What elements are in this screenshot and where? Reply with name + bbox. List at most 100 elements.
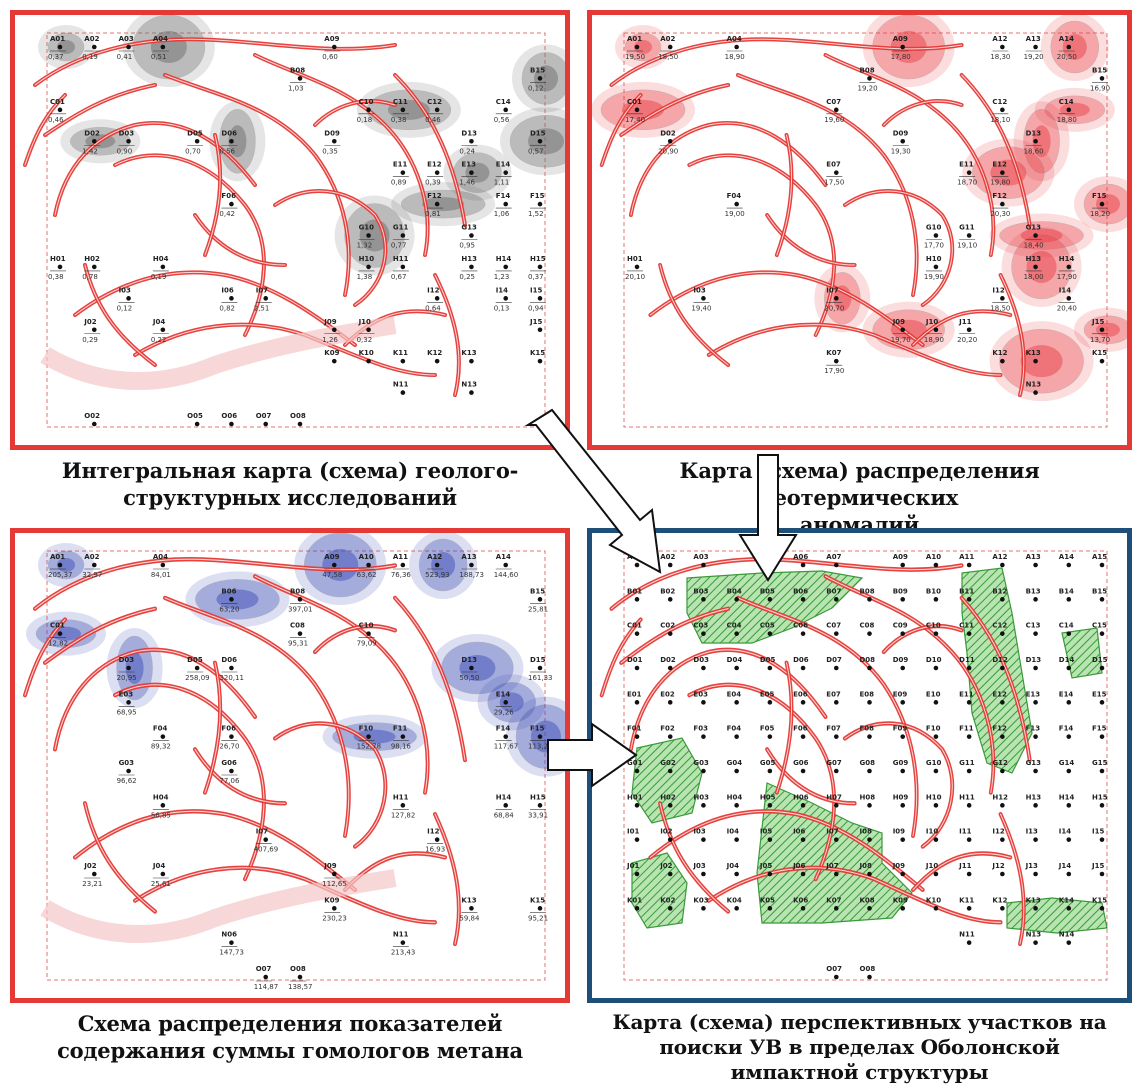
point-label: A01 bbox=[627, 35, 642, 43]
point-label: E15 bbox=[1092, 690, 1107, 698]
point-value: 0,77 bbox=[391, 242, 407, 250]
point-value: 32,97 bbox=[82, 571, 102, 579]
point-label: I01 bbox=[627, 828, 639, 836]
point-value: 2,51 bbox=[254, 304, 270, 312]
sample-point: J02 0,29 bbox=[82, 318, 101, 344]
point-label: E05 bbox=[760, 690, 775, 698]
point-value: 25,61 bbox=[151, 880, 171, 888]
sample-point: A01 0,37 bbox=[48, 35, 66, 61]
sample-point: H04 0,19 bbox=[151, 255, 169, 281]
point-label: D03 bbox=[119, 129, 135, 137]
point-label: F06 bbox=[221, 725, 236, 733]
sample-point: E03 bbox=[693, 690, 708, 705]
sample-point: C09 bbox=[893, 622, 908, 636]
point-label: B06 bbox=[793, 587, 808, 595]
sample-point: K10 bbox=[926, 896, 941, 911]
sample-point: K02 bbox=[660, 896, 676, 911]
point-label: H11 bbox=[393, 793, 409, 801]
sample-point: I14 bbox=[1059, 828, 1071, 842]
sample-point: D04 bbox=[727, 656, 742, 671]
point-label: J09 bbox=[323, 318, 336, 326]
sample-point: F09 bbox=[893, 725, 907, 739]
sample-point: B13 bbox=[1026, 587, 1041, 602]
sample-point: B03 bbox=[693, 587, 709, 602]
point-value: 0,51 bbox=[151, 53, 167, 61]
prospective-area bbox=[756, 782, 913, 924]
point-value: 0,13 bbox=[494, 304, 510, 312]
point-label: D02 bbox=[660, 656, 676, 664]
fault-line bbox=[193, 747, 287, 806]
point-label: A14 bbox=[1059, 553, 1074, 561]
sample-point: K12 bbox=[992, 349, 1008, 364]
sample-point: D13 18,60 bbox=[1024, 129, 1044, 155]
anomaly-contour bbox=[409, 533, 478, 599]
point-label: G03 bbox=[693, 759, 709, 767]
sample-point: B05 bbox=[760, 587, 775, 602]
sample-point: K13 bbox=[461, 349, 477, 364]
point-label: H12 bbox=[992, 793, 1008, 801]
sample-point: F04 19,00 bbox=[725, 192, 745, 218]
point-label: G10 bbox=[926, 224, 942, 232]
point-label: B02 bbox=[660, 587, 675, 595]
sample-point: K09 bbox=[324, 349, 340, 364]
point-value: 144,60 bbox=[494, 571, 519, 579]
sample-point: C01 12,82 bbox=[48, 622, 68, 648]
point-label: C01 bbox=[627, 622, 642, 630]
sample-point: C03 bbox=[693, 622, 708, 636]
caption-line: Схема распределения показателей bbox=[77, 1011, 503, 1036]
point-label: E04 bbox=[727, 690, 742, 698]
sample-point: G11 bbox=[959, 759, 975, 774]
point-label: A15 bbox=[1092, 553, 1107, 561]
point-label: G11 bbox=[959, 759, 975, 767]
point-label: H01 bbox=[627, 255, 643, 263]
sample-point: B12 bbox=[992, 587, 1008, 602]
sample-point: I14 20,40 bbox=[1057, 286, 1077, 312]
point-label: A04 bbox=[153, 35, 168, 43]
point-label: A02 bbox=[660, 553, 675, 561]
sample-point: E12 0,39 bbox=[425, 161, 444, 187]
rim-band bbox=[40, 316, 397, 391]
point-label: F11 bbox=[393, 725, 408, 733]
point-label: K09 bbox=[324, 349, 339, 357]
point-label: D13 bbox=[461, 656, 477, 664]
point-value: 95,21 bbox=[528, 914, 548, 922]
point-label: C10 bbox=[359, 622, 374, 630]
sample-point: D05 bbox=[760, 656, 776, 671]
point-value: 18,90 bbox=[725, 53, 745, 61]
point-label: K15 bbox=[530, 896, 545, 904]
sample-point: A09 47,58 bbox=[322, 553, 342, 579]
sample-point: A06 bbox=[793, 553, 808, 568]
fault-line bbox=[619, 83, 731, 137]
sample-point: D06 0,56 bbox=[219, 129, 238, 155]
sample-point: N13 bbox=[1026, 931, 1041, 945]
point-value: 0,60 bbox=[322, 53, 338, 61]
point-label: J11 bbox=[958, 318, 971, 326]
point-value: 188,73 bbox=[459, 571, 484, 579]
point-value: 16,93 bbox=[425, 846, 445, 854]
sample-point: I14 0,13 bbox=[494, 286, 512, 312]
sample-point: A04 0,51 bbox=[151, 35, 169, 61]
point-label: K15 bbox=[530, 349, 545, 357]
point-value: 1,46 bbox=[459, 179, 475, 187]
sample-point: D13 bbox=[1026, 656, 1041, 671]
point-value: 0,70 bbox=[185, 147, 201, 155]
point-label: J11 bbox=[958, 862, 971, 870]
point-value: 84,01 bbox=[151, 571, 171, 579]
point-label: G06 bbox=[221, 759, 237, 767]
fault-line bbox=[433, 273, 461, 397]
sample-point: G10 17,70 bbox=[924, 224, 944, 250]
point-label: K12 bbox=[427, 349, 442, 357]
point-label: A10 bbox=[926, 553, 941, 561]
point-label: J03 bbox=[692, 862, 705, 870]
sample-point: J08 bbox=[859, 862, 872, 877]
point-label: J06 bbox=[792, 862, 805, 870]
sample-point: K14 bbox=[1059, 896, 1074, 911]
sample-point: I07 407,69 bbox=[254, 828, 279, 854]
fault-line bbox=[706, 865, 1003, 925]
point-label: C10 bbox=[926, 622, 941, 630]
point-label: F13 bbox=[1026, 725, 1041, 733]
anomaly-contour bbox=[443, 144, 512, 201]
point-label: G12 bbox=[992, 759, 1008, 767]
fault-line bbox=[628, 647, 828, 752]
point-label: F12 bbox=[427, 192, 442, 200]
